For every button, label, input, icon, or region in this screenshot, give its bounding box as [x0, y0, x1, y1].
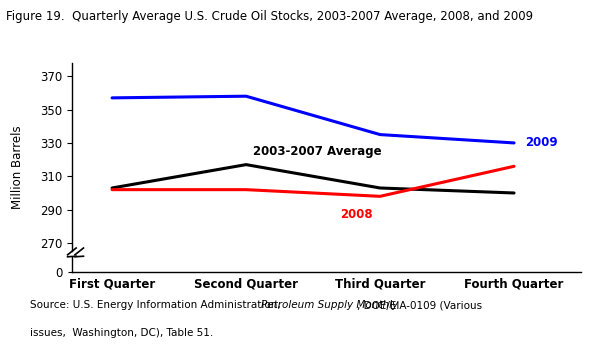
Text: Figure 19.  Quarterly Average U.S. Crude Oil Stocks, 2003-2007 Average, 2008, an: Figure 19. Quarterly Average U.S. Crude …	[6, 10, 533, 23]
Text: 2009: 2009	[525, 136, 558, 149]
Text: Source: U.S. Energy Information Administration,: Source: U.S. Energy Information Administ…	[30, 300, 284, 310]
Text: 2003-2007 Average: 2003-2007 Average	[253, 145, 382, 158]
Text: issues,  Washington, DC), Table 51.: issues, Washington, DC), Table 51.	[30, 328, 213, 338]
Text: Million Barrels: Million Barrels	[11, 126, 25, 209]
Text: Petroleum Supply Monthly: Petroleum Supply Monthly	[261, 300, 398, 310]
Text: 2008: 2008	[340, 208, 373, 221]
Text: , DOE/EIA-0109 (Various: , DOE/EIA-0109 (Various	[357, 300, 482, 310]
